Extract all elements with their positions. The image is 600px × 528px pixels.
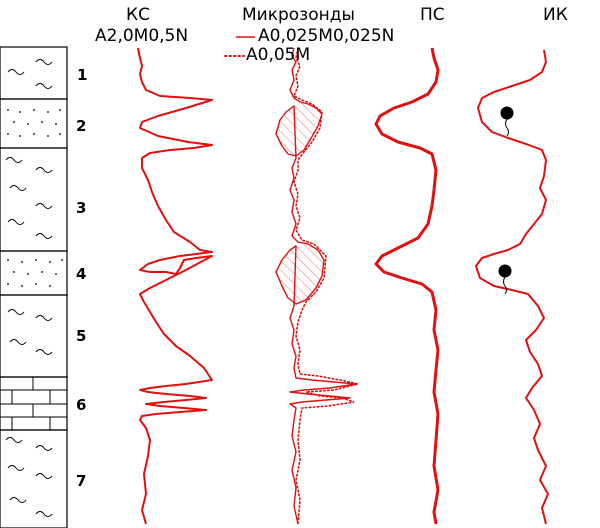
layer-box-5 — [0, 294, 68, 378]
ks-title: КС — [126, 5, 150, 25]
micro-curve-dotted — [292, 47, 359, 525]
micro-legend-dotted-label: A0,05M — [246, 45, 311, 65]
sand-symbols — [7, 109, 63, 287]
micro-curve-solid — [275, 47, 357, 525]
balloon-dot-icon — [500, 106, 514, 120]
layer-box-7 — [0, 429, 68, 528]
layer-number-4: 4 — [76, 265, 87, 283]
layer-number-3: 3 — [76, 199, 87, 217]
ps-curve — [374, 47, 440, 525]
ik-marker-lower — [498, 264, 512, 295]
micro-legend-solid-label: A0,025M0,025N — [258, 26, 395, 46]
layer-box-2 — [0, 98, 68, 149]
layer-box-3 — [0, 147, 68, 252]
ik-marker-upper — [500, 106, 514, 137]
clay-symbols — [5, 59, 53, 517]
ks-curve — [137, 47, 213, 525]
layer-number-1: 1 — [77, 66, 88, 84]
lithology-column — [0, 46, 68, 528]
micro-hatch-zone-2 — [276, 102, 322, 156]
layer-number-2: 2 — [76, 117, 87, 135]
layer-number-6: 6 — [76, 396, 87, 414]
ik-curve — [475, 49, 549, 525]
layer-box-4 — [0, 250, 68, 296]
limestone-symbols — [0, 377, 67, 430]
ps-title: ПС — [420, 5, 445, 25]
micro-hatch-zone-4 — [276, 242, 324, 304]
ik-title: ИК — [543, 5, 568, 25]
micro-title: Микрозонды — [242, 5, 355, 25]
balloon-dot-icon — [498, 264, 512, 278]
layer-box-1 — [0, 46, 68, 100]
layer-number-5: 5 — [76, 327, 87, 345]
ks-probe-label: A2,0M0,5N — [95, 26, 189, 46]
layer-number-7: 7 — [76, 472, 87, 490]
